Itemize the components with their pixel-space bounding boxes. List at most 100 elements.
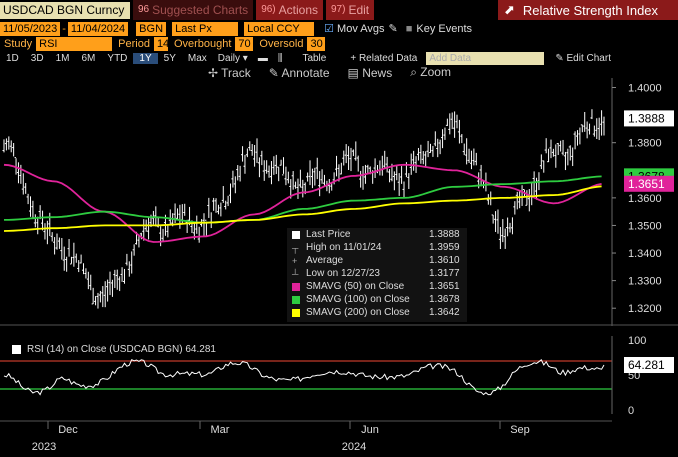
range-tab-5y[interactable]: 5Y [163,52,176,64]
edit-chart-button[interactable]: ✎ Edit Chart [555,52,611,64]
legend-value: 1.3177 [429,268,460,279]
source-field[interactable]: BGN [136,21,167,36]
date-sep: - [62,22,66,35]
line-chart-icon[interactable]: ▬ [257,52,268,64]
price-tick-label: 1.3500 [628,220,662,232]
rsi-last-tag-bg [624,357,674,374]
rsi-tick-label: 50 [628,370,640,382]
range-tab-ytd[interactable]: YTD [107,52,128,64]
legend-swatch [292,282,300,291]
checkbox-icon[interactable]: ☑ [324,23,335,35]
legend-sma50: SMAVG (50) on Close 1.3651 [287,280,467,293]
rsi-tick-label: 0 [628,405,634,417]
price-tick-label: 1.3800 [628,138,662,150]
study-title: ⬈ Relative Strength Index [498,0,678,20]
expand-icon[interactable]: ⬈ [504,2,515,17]
legend-swatch [292,308,300,317]
news-label: News [362,65,393,80]
study-title-text: Relative Strength Index [522,2,659,18]
news-button[interactable]: ▤ News [347,65,393,80]
range-tab-max[interactable]: Max [187,52,207,64]
annotate-button[interactable]: ✎ Annotate [268,65,330,80]
suggested-charts-button[interactable]: 96 Suggested Charts [133,0,254,20]
last-price-tag: 1.3888 [628,111,665,125]
study-label: Study [4,38,33,50]
add-data-input[interactable]: Add Data [426,51,545,65]
chart-tools: ✢ Track ✎ Annotate ▤ News ⌕ Zoom [0,65,678,80]
rsi-swatch [12,345,21,354]
top-toolbar: USDCAD BGN Curncy 96 Suggested Charts 96… [0,0,678,20]
sma100-tag: 1.3678 [628,169,665,183]
legend-value: 1.3651 [429,281,460,292]
overbought-label: Overbought [173,38,232,50]
key-events-checkbox-icon[interactable]: ■ [405,22,413,35]
start-date-field[interactable]: 11/05/2023 [0,21,61,36]
track-label: Track [221,65,251,80]
track-button[interactable]: ✢ Track [208,65,251,80]
range-toolbar: 1D 3D 1M 6M YTD 1Y 5Y Max Daily ▾ ▬ ⫼ Ta… [0,51,678,65]
oversold-label: Oversold [259,38,304,50]
sma100-tag-bg [624,168,674,185]
annotate-label: Annotate [281,65,330,80]
legend-low: ┴ Low on 12/27/23 1.3177 [287,267,467,280]
actions-button[interactable]: 96) Actions [256,0,323,20]
legend-name: High on 11/01/24 [306,242,382,253]
actions-num: 96) [261,4,276,15]
edit-num: 97) [331,4,346,15]
bar-chart-icon[interactable]: ⫼ [277,52,283,64]
legend-name: SMAVG (50) on Close [306,281,405,292]
average-icon: + [292,255,298,266]
rsi-line [3,359,605,396]
overbought-field[interactable]: 70 [235,37,254,51]
legend-value: 1.3642 [429,307,460,318]
month-label: Dec [58,424,78,436]
sma50-tag-bg [624,175,674,192]
edit-button[interactable]: 97) Edit [326,0,375,20]
range-tab-6m[interactable]: 6M [81,52,96,64]
range-tab-1y[interactable]: 1Y [133,52,158,64]
legend-sma200: SMAVG (200) on Close 1.3642 [287,306,467,319]
rsi-last-tag: 64.281 [628,358,665,372]
mov-avgs-label: Mov Avgs [337,22,385,35]
chart-legend: Last Price 1.3888 ┬ High on 11/01/24 1.3… [287,228,467,322]
price-tick-label: 1.4000 [628,83,662,95]
currency-select[interactable]: Local CCY [244,21,315,36]
legend-value: 1.3959 [429,242,460,253]
field-select[interactable]: Last Px [172,21,239,36]
legend-average: + Average 1.3610 [287,254,467,267]
legend-last-price: Last Price 1.3888 [287,228,467,241]
sma50-tag: 1.3651 [628,177,665,191]
year-label: 2023 [32,441,56,453]
zoom-button[interactable]: ⌕ Zoom [410,65,451,79]
legend-swatch [292,230,300,239]
year-label: 2024 [342,441,366,453]
legend-name: Average [306,255,344,266]
range-tab-1m[interactable]: 1M [55,52,70,64]
oversold-field[interactable]: 30 [307,37,326,51]
edit-label: Edit [348,3,370,17]
sma-line-200 [3,185,602,232]
month-label: Jun [361,424,379,436]
period-field[interactable]: 14 [153,37,169,51]
legend-name: SMAVG (200) on Close [306,307,410,318]
legend-sma100: SMAVG (100) on Close 1.3678 [287,293,467,306]
rsi-legend-text: RSI (14) on Close (USDCAD BGN) 64.281 [27,344,216,355]
date-toolbar: 11/05/2023 - 11/04/2024 BGN Last Px Loca… [0,21,678,36]
legend-name: Low on 12/27/23 [306,268,380,279]
pencil-icon[interactable]: ✎ [388,23,398,35]
range-tab-1d[interactable]: 1D [6,52,19,64]
legend-high: ┬ High on 11/01/24 1.3959 [287,241,467,254]
price-tick-label: 1.3600 [628,193,662,205]
end-date-field[interactable]: 11/04/2024 [67,21,129,36]
legend-swatch [292,295,300,304]
month-label: Mar [211,424,230,436]
study-select[interactable]: RSI [36,37,113,51]
range-tab-3d[interactable]: 3D [30,52,44,64]
suggested-num: 96 [138,4,150,15]
frequency-select[interactable]: Daily ▾ [217,52,248,64]
suggested-label: Suggested Charts [152,3,249,17]
ticker-field[interactable]: USDCAD BGN Curncy [0,1,130,19]
price-tick-label: 1.3300 [628,276,662,288]
related-data-button[interactable]: + Related Data [350,52,418,64]
table-button[interactable]: Table [302,52,327,64]
